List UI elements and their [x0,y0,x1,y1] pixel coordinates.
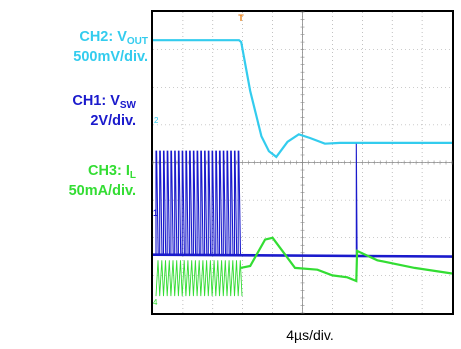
ch3-scale: 50mA/div. [68,183,136,199]
traces [152,39,453,297]
oscilloscope-screen: 2 1 4 T [151,10,454,315]
vout-trace [153,39,452,159]
ch2-marker: 2 [154,116,159,125]
ch2-label: CH2: VOUT 500mV/div. [0,28,148,67]
ch3-sub: L [129,170,136,181]
vsw-baseline [152,253,453,258]
il-trace [240,236,453,283]
timebase-label: 4µs/div. [286,327,334,343]
ch2-scale: 500mV/div. [73,49,148,65]
ch1-scale: 2V/div. [90,113,136,129]
trigger-marker: T [238,13,244,23]
channel-markers: 2 1 4 T [153,13,244,307]
il-ripple-trace [155,260,243,297]
ch2-sub: OUT [126,36,148,47]
ch1-marker: 1 [153,208,158,218]
ch1-label: CH1: VSW 2V/div. [0,92,136,131]
ch3-label: CH3: IL 50mA/div. [0,162,136,201]
ch1-name: CH1: V [72,93,120,109]
ch1-sub: SW [119,100,136,111]
graticule [152,11,453,314]
ch3-name: CH3: I [87,163,130,179]
ch3-marker: 4 [153,298,158,307]
ch2-name: CH2: V [79,29,127,45]
